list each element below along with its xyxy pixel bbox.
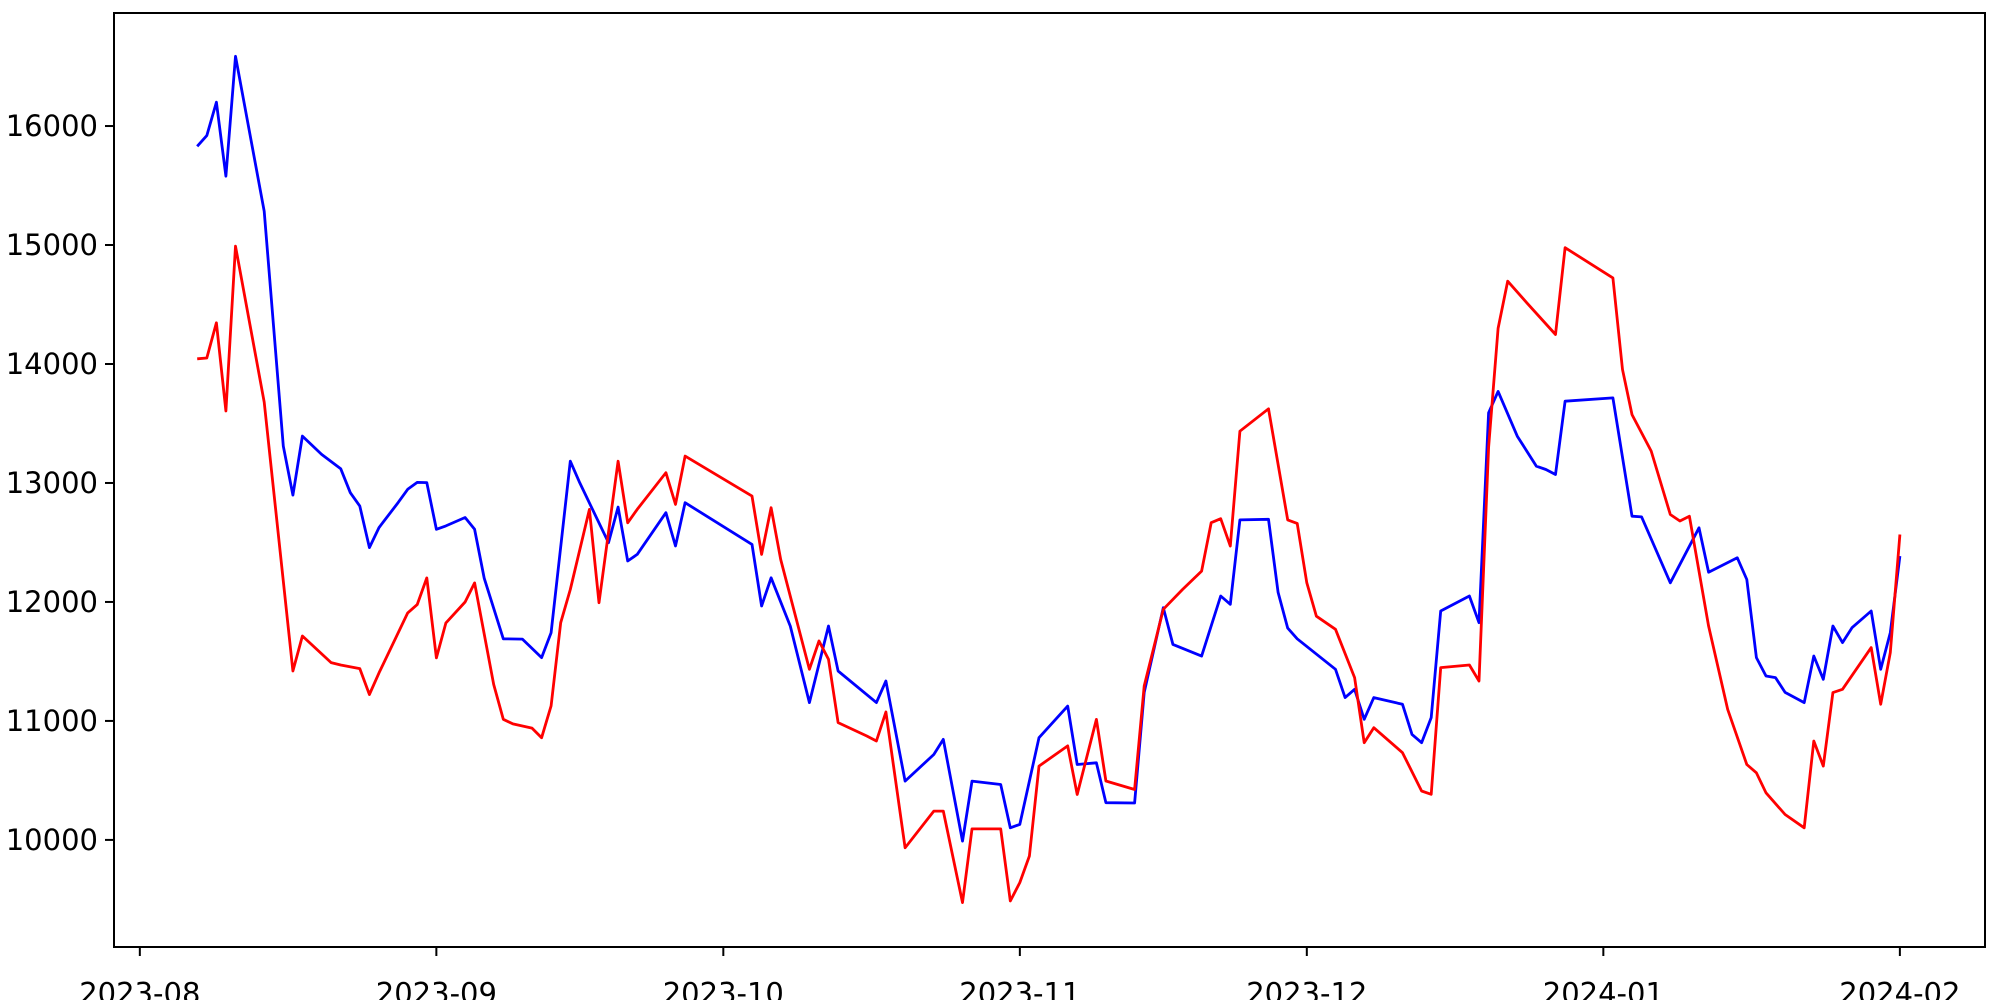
x-tick-label: 2023-12 xyxy=(1246,977,1367,1000)
y-tick-label: 11000 xyxy=(6,704,98,738)
red-line xyxy=(197,244,1902,904)
x-tick-label: 2023-09 xyxy=(376,977,497,1000)
y-tick-label: 13000 xyxy=(6,466,98,500)
y-tick-label: 10000 xyxy=(6,823,98,857)
x-tick-label: 2023-11 xyxy=(959,977,1080,1000)
blue-line xyxy=(196,54,1902,843)
x-tick-label: 2023-08 xyxy=(79,977,200,1000)
y-tick-label: 15000 xyxy=(6,228,98,262)
x-tick-label: 2024-01 xyxy=(1543,977,1664,1000)
x-tick-label: 2023-10 xyxy=(663,977,784,1000)
plot-frame xyxy=(113,12,1986,948)
x-tick-label: 2024-02 xyxy=(1839,977,1960,1000)
y-tick-label: 12000 xyxy=(6,585,98,619)
y-tick-label: 14000 xyxy=(6,347,98,381)
y-tick-label: 16000 xyxy=(6,109,98,143)
